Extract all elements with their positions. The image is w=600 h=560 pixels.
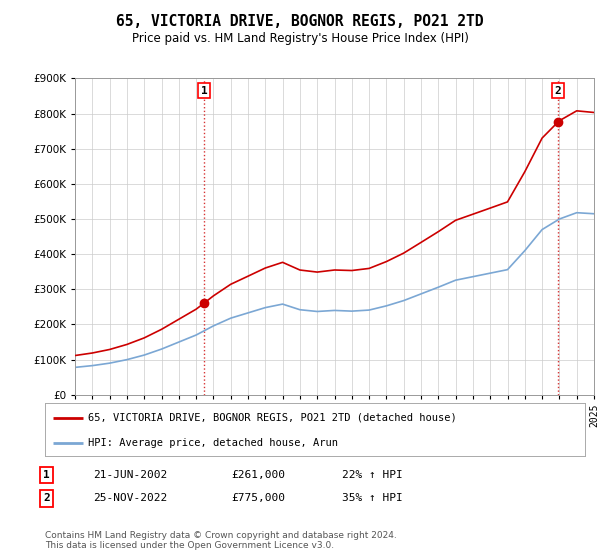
Text: 21-JUN-2002: 21-JUN-2002 (93, 470, 167, 480)
Text: 1: 1 (201, 86, 208, 96)
Text: 25-NOV-2022: 25-NOV-2022 (93, 493, 167, 503)
Text: 65, VICTORIA DRIVE, BOGNOR REGIS, PO21 2TD: 65, VICTORIA DRIVE, BOGNOR REGIS, PO21 2… (116, 14, 484, 29)
Text: £261,000: £261,000 (231, 470, 285, 480)
Text: 65, VICTORIA DRIVE, BOGNOR REGIS, PO21 2TD (detached house): 65, VICTORIA DRIVE, BOGNOR REGIS, PO21 2… (88, 413, 457, 423)
Text: 2: 2 (43, 493, 50, 503)
Text: 22% ↑ HPI: 22% ↑ HPI (342, 470, 403, 480)
Text: 35% ↑ HPI: 35% ↑ HPI (342, 493, 403, 503)
Text: HPI: Average price, detached house, Arun: HPI: Average price, detached house, Arun (88, 438, 338, 448)
Text: 1: 1 (43, 470, 50, 480)
Text: £775,000: £775,000 (231, 493, 285, 503)
Text: 2: 2 (554, 86, 561, 96)
Text: Contains HM Land Registry data © Crown copyright and database right 2024.
This d: Contains HM Land Registry data © Crown c… (45, 531, 397, 550)
Text: Price paid vs. HM Land Registry's House Price Index (HPI): Price paid vs. HM Land Registry's House … (131, 32, 469, 45)
